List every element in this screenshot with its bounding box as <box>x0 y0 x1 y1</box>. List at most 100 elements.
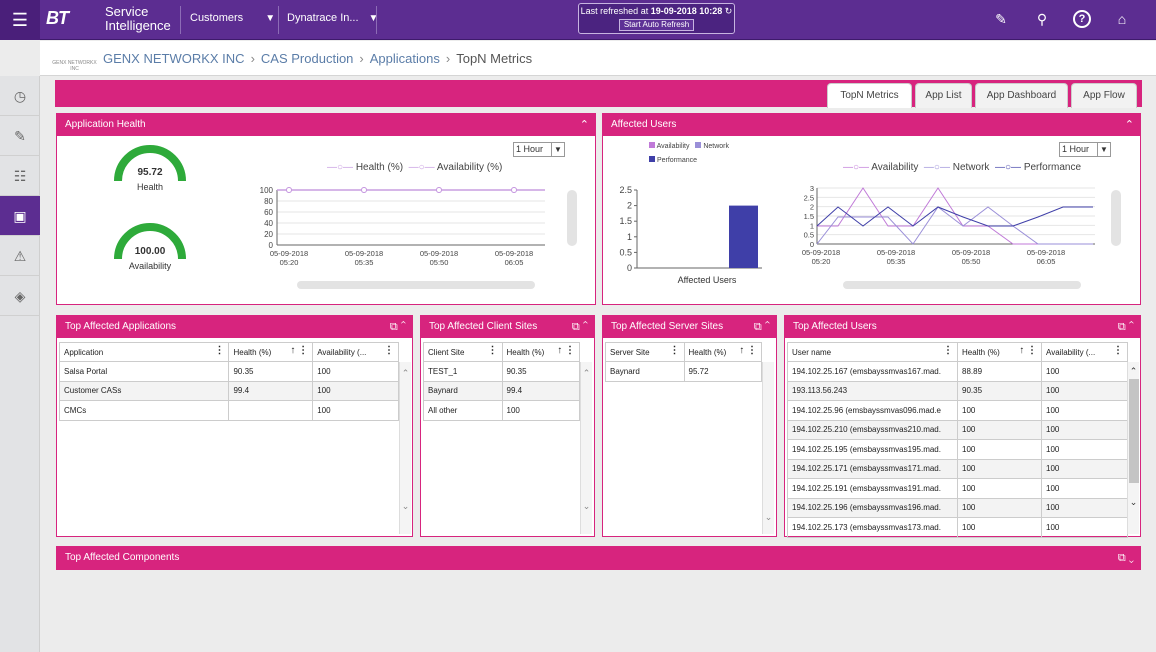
breadcrumb-item[interactable]: CAS Production <box>260 51 354 66</box>
home-icon[interactable]: ⌂ <box>1117 11 1127 27</box>
hamburger-icon[interactable]: ☰ <box>0 0 40 40</box>
dashboard-icon[interactable]: ◷ <box>0 76 40 116</box>
scroll-down-icon[interactable]: ⌄ <box>582 501 591 511</box>
time-range-select[interactable]: 1 Hour ▼ <box>1059 142 1111 157</box>
table-row[interactable]: 193.113.56.243 90.35 100 <box>787 380 1128 401</box>
column-menu-icon[interactable]: ⋮ <box>943 345 953 356</box>
alert-icon[interactable]: ⚠ <box>0 236 40 276</box>
collapse-icon[interactable]: ⌃ <box>400 321 406 333</box>
y-tick-label: 2 <box>810 203 814 212</box>
scroll-down-icon[interactable]: ⌄ <box>764 512 773 522</box>
report-icon[interactable]: ✎ <box>0 116 40 156</box>
tab-app-dashboard[interactable]: App Dashboard <box>975 83 1068 108</box>
legend-marker-icon: —○— <box>994 162 1022 173</box>
y-tick-label: 2.5 <box>619 185 632 195</box>
column-header[interactable]: Availability (... ⋮ <box>312 342 399 362</box>
vertical-scrollbar[interactable]: ⌃ ⌄ <box>580 362 592 534</box>
x-tick-label: 05:35 <box>887 257 906 266</box>
table-row[interactable]: Baynard 99.4 <box>423 380 581 401</box>
table-row[interactable]: 194.102.25.196 (emsbayssmvas196.mad. 100 1… <box>787 497 1128 518</box>
copy-icon[interactable]: ⧉ <box>1117 321 1126 333</box>
collapse-icon[interactable]: ⌃ <box>579 119 589 131</box>
table-row[interactable]: 194.102.25.173 (emsbayssmvas173.mad. 100 1… <box>787 517 1128 538</box>
table-row[interactable]: Baynard 95.72 <box>605 361 763 382</box>
x-tick-label: 05-09-2018 <box>345 249 383 258</box>
vertical-scrollbar[interactable]: ⌃ ⌄ <box>1127 362 1139 534</box>
collapse-icon[interactable]: ⌃ <box>1128 321 1134 333</box>
chart-scroll-handle[interactable] <box>1111 190 1121 246</box>
column-header[interactable]: Health (%) ↑ ⋮ <box>228 342 314 362</box>
topology-icon[interactable]: ☷ <box>0 156 40 196</box>
customers-dropdown[interactable]: Customers ▼ <box>190 12 275 24</box>
copy-icon[interactable]: ⧉ <box>753 321 762 333</box>
column-menu-icon[interactable]: ↑ ⋮ <box>739 345 757 356</box>
help-icon[interactable]: ? <box>1073 10 1091 28</box>
column-menu-icon[interactable]: ↑ ⋮ <box>290 345 309 356</box>
scroll-up-icon[interactable]: ⌃ <box>582 368 591 378</box>
legend-item: Performance <box>1023 162 1082 173</box>
column-menu-icon[interactable]: ⋮ <box>669 345 680 356</box>
copy-icon[interactable]: ⧉ <box>1117 552 1126 564</box>
expand-icon[interactable]: ⌄ <box>1128 552 1134 564</box>
column-header[interactable]: User name ⋮ <box>787 342 958 362</box>
column-header[interactable]: Client Site ⋮ <box>423 342 503 362</box>
search-icon[interactable]: ⚲ <box>1036 11 1048 27</box>
table-cell: 90.35 <box>228 361 314 382</box>
table-row[interactable]: 194.102.25.191 (emsbayssmvas191.mad. 100 1… <box>787 478 1128 499</box>
time-range-select[interactable]: 1 Hour ▼ <box>513 142 565 157</box>
table-cell: 194.102.25.167 (emsbayssmvas167.mad. <box>787 361 958 382</box>
table-cell: 100 <box>312 400 399 421</box>
x-tick-label: 05:50 <box>430 258 449 267</box>
chart-scroll-handle[interactable] <box>567 190 577 246</box>
column-header[interactable]: Server Site ⋮ <box>605 342 685 362</box>
tab-app-flow[interactable]: App Flow <box>1071 83 1137 108</box>
breadcrumb-item[interactable]: Applications <box>369 51 440 66</box>
vertical-scrollbar[interactable]: ⌃ ⌄ <box>399 362 411 534</box>
table-row[interactable]: CMCs 100 <box>58 400 399 421</box>
tab-app-list[interactable]: App List <box>915 83 972 108</box>
column-header[interactable]: Application ⋮ <box>58 342 230 362</box>
scroll-up-icon[interactable]: ⌃ <box>401 368 410 378</box>
diamond-icon[interactable]: ◈ <box>0 276 40 316</box>
chart-range-slider[interactable] <box>843 281 1081 289</box>
panel-title: Top Affected Applications <box>65 321 177 332</box>
column-menu-icon[interactable]: ⋮ <box>214 345 225 356</box>
column-menu-icon[interactable]: ↑ ⋮ <box>557 345 575 356</box>
column-menu-icon[interactable]: ⋮ <box>487 345 498 356</box>
vertical-scrollbar[interactable]: ⌄ <box>762 362 774 534</box>
collapse-icon[interactable]: ⌃ <box>582 321 588 333</box>
table-row[interactable]: 194.102.25.167 (emsbayssmvas167.mad. 88.8… <box>787 361 1128 382</box>
table-row[interactable]: Salsa Portal 90.35 100 <box>58 361 399 382</box>
table-row[interactable]: TEST_1 90.35 <box>423 361 581 382</box>
edit-icon[interactable]: ✎ <box>995 11 1007 27</box>
breadcrumb-item[interactable]: GENX NETWORKX INC <box>103 51 245 66</box>
tab-topn-metrics[interactable]: TopN Metrics <box>827 83 912 108</box>
collapse-icon[interactable]: ⌃ <box>1124 119 1134 131</box>
table-row[interactable]: 194.102.25.210 (emsbayssmvas210.mad. 100 1… <box>787 419 1128 440</box>
copy-icon[interactable]: ⧉ <box>389 321 398 333</box>
scroll-up-icon[interactable]: ⌃ <box>1129 366 1138 376</box>
column-header[interactable]: Health (%) ↑ ⋮ <box>957 342 1042 362</box>
brand-line-1: Service <box>105 4 149 19</box>
refresh-icon[interactable]: ↻ <box>724 6 733 16</box>
copy-icon[interactable]: ⧉ <box>571 321 580 333</box>
table-row[interactable]: 194.102.25.195 (emsbayssmvas195.mad. 100 1… <box>787 439 1128 460</box>
scrollbar-thumb[interactable] <box>1128 379 1139 483</box>
table-row[interactable]: Customer CASs 99.4 100 <box>58 380 399 401</box>
scroll-down-icon[interactable]: ⌄ <box>401 501 410 511</box>
column-header[interactable]: Health (%) ↑ ⋮ <box>501 342 581 362</box>
column-menu-icon[interactable]: ⋮ <box>1113 345 1123 356</box>
column-menu-icon[interactable]: ↑ ⋮ <box>1019 345 1037 356</box>
table-row[interactable]: 194.102.25.96 (emsbayssmvas096.mad.e 100 1… <box>787 400 1128 421</box>
column-header[interactable]: Availability (... ⋮ <box>1041 342 1128 362</box>
table-row[interactable]: All other 100 <box>423 400 581 421</box>
auto-refresh-button[interactable]: Start Auto Refresh <box>618 19 695 31</box>
applications-icon[interactable]: ▣ <box>0 196 40 236</box>
column-menu-icon[interactable]: ⋮ <box>384 345 394 356</box>
chart-range-slider[interactable] <box>297 281 535 289</box>
collapse-icon[interactable]: ⌃ <box>764 321 770 333</box>
application-dropdown[interactable]: Dynatrace In... ▼ <box>287 12 378 24</box>
scroll-down-icon[interactable]: ⌄ <box>1129 497 1138 507</box>
column-header[interactable]: Health (%) ↑ ⋮ <box>683 342 763 362</box>
table-row[interactable]: 194.102.25.171 (emsbayssmvas171.mad. 100 1… <box>787 458 1128 479</box>
